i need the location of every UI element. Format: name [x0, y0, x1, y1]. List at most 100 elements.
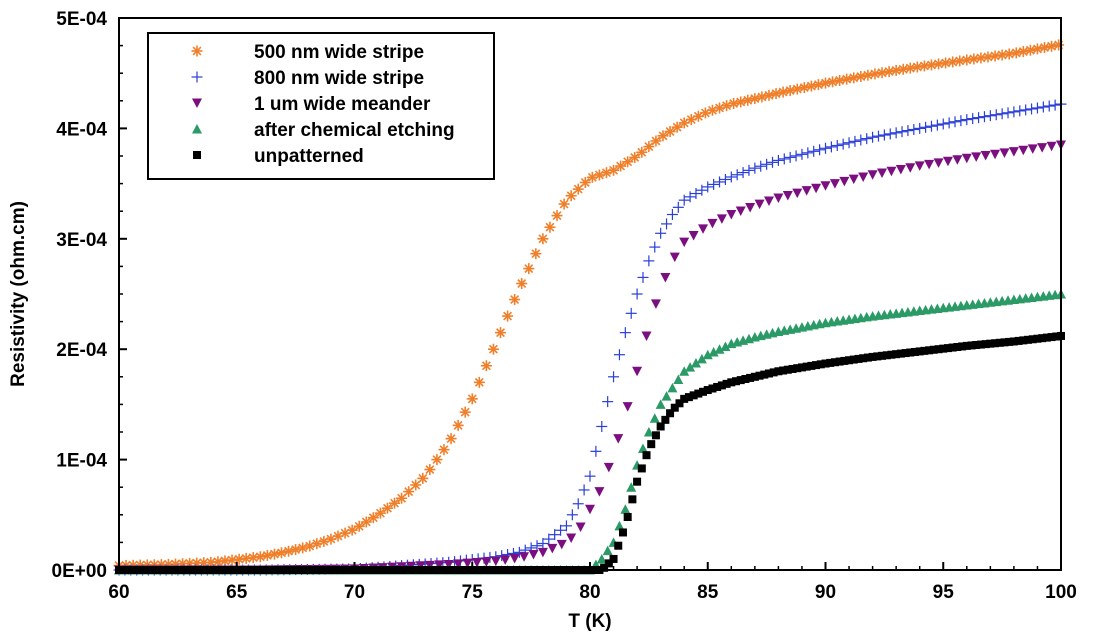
data-point [572, 183, 584, 195]
data-point [719, 173, 731, 185]
data-point [826, 358, 835, 367]
data-point [565, 190, 577, 202]
data-point [735, 96, 747, 108]
data-point [845, 356, 854, 365]
data-point [575, 522, 586, 532]
legend-marker [192, 124, 202, 134]
data-point [837, 138, 849, 150]
data-point [973, 112, 985, 124]
data-point [703, 386, 712, 395]
data-point [602, 545, 613, 556]
x-tick-label: 85 [697, 582, 719, 603]
data-point [876, 67, 888, 79]
data-point [779, 366, 788, 375]
data-point [702, 349, 713, 360]
data-point [816, 360, 825, 369]
data-point [649, 413, 660, 423]
data-point [572, 498, 584, 510]
data-point [490, 556, 501, 567]
data-point [801, 186, 812, 196]
data-point [726, 210, 737, 220]
data-point [679, 366, 690, 376]
data-point [609, 554, 618, 563]
data-point [883, 66, 895, 78]
data-point [975, 52, 987, 64]
data-point [991, 339, 1000, 348]
data-point [848, 174, 859, 185]
data-point [714, 344, 725, 354]
data-point [623, 513, 632, 522]
data-point [1031, 43, 1043, 55]
data-point [549, 529, 561, 541]
data-point [920, 346, 929, 355]
data-point [417, 472, 429, 484]
data-point [530, 248, 542, 260]
data-point [943, 117, 955, 129]
series-1 [113, 39, 1065, 572]
data-point [657, 130, 669, 142]
data-point [947, 56, 959, 68]
data-point [603, 462, 614, 473]
data-point [722, 379, 731, 388]
y-tick-label: 5E-04 [56, 9, 107, 30]
data-point [403, 486, 415, 498]
data-point [797, 363, 806, 372]
data-point [509, 554, 520, 564]
data-point [453, 559, 464, 569]
data-point [1037, 143, 1048, 153]
data-point [1038, 334, 1047, 343]
data-point [929, 345, 938, 354]
data-point [1014, 105, 1026, 117]
data-point [672, 201, 684, 213]
data-point [933, 158, 944, 168]
data-point [670, 403, 679, 412]
data-point [594, 487, 605, 497]
data-point [608, 371, 620, 383]
data-point [240, 552, 252, 564]
data-point [537, 547, 548, 558]
data-point [967, 341, 976, 350]
data-point [749, 93, 761, 105]
data-point [585, 504, 595, 515]
data-point [649, 241, 661, 253]
data-point [566, 533, 577, 543]
y-axis-title: Resistivity (ohm.cm) [8, 201, 29, 387]
data-point [812, 79, 824, 91]
data-point [940, 57, 952, 69]
data-point [725, 171, 737, 183]
data-point [618, 528, 627, 537]
data-point [1053, 39, 1065, 51]
data-point [579, 176, 591, 188]
data-point [778, 153, 790, 165]
data-point [410, 479, 422, 491]
data-point [961, 54, 973, 66]
data-point [487, 343, 499, 355]
data-point [839, 176, 850, 187]
data-point [841, 73, 853, 85]
data-point [990, 109, 1002, 121]
data-point [233, 553, 245, 565]
data-point [660, 272, 671, 283]
data-point [702, 181, 714, 193]
data-point [396, 492, 408, 504]
data-point [843, 137, 855, 149]
x-axis-title: T (K) [568, 611, 611, 632]
data-point [731, 169, 743, 181]
data-point [802, 147, 814, 159]
data-point [434, 560, 445, 570]
data-point [1027, 144, 1038, 154]
data-point [1047, 333, 1056, 342]
data-point [910, 347, 919, 356]
data-point [613, 434, 624, 444]
data-point [625, 307, 637, 319]
data-point [784, 85, 796, 97]
y-tick-label: 4E-04 [56, 119, 107, 140]
data-point [633, 477, 642, 486]
data-point [750, 372, 759, 381]
legend-box [147, 32, 495, 180]
data-point [925, 346, 934, 355]
x-tick-label: 65 [226, 582, 248, 603]
legend-label: 1 um wide meander [254, 94, 431, 115]
data-point [622, 402, 633, 412]
data-point [632, 366, 643, 377]
